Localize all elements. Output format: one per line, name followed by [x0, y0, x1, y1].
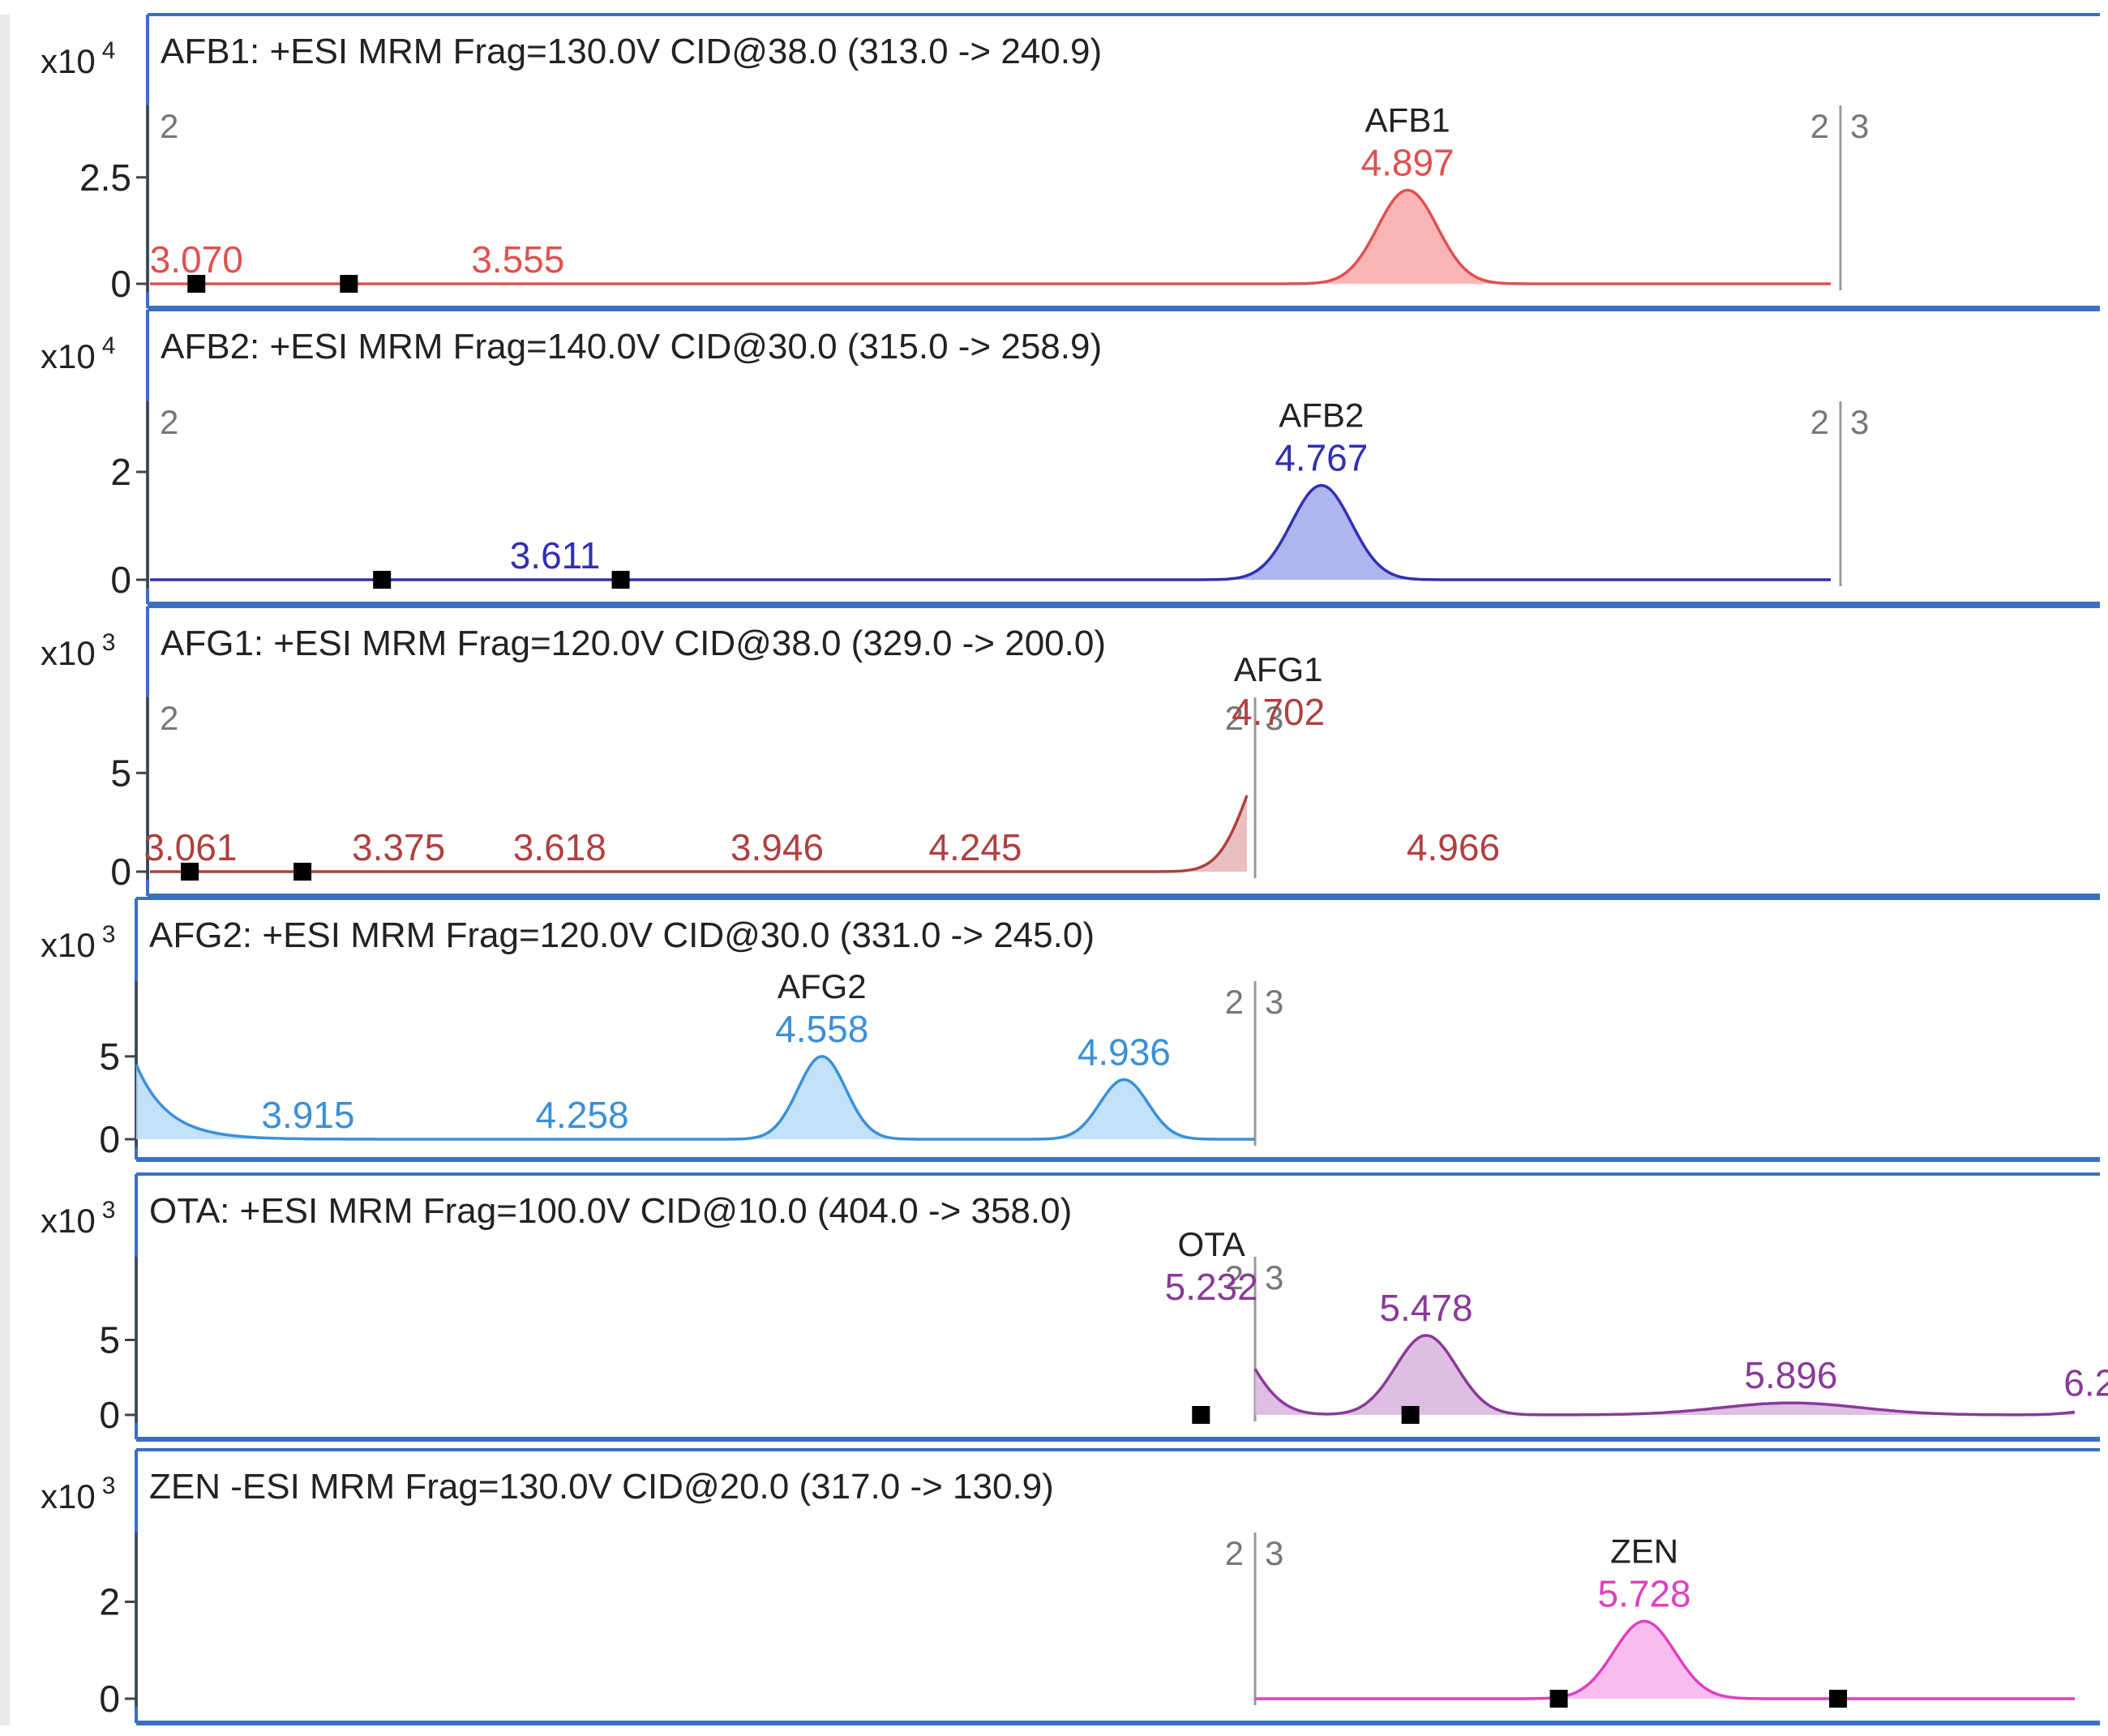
segment-label: 3	[1265, 699, 1283, 737]
integration-marker	[1401, 1406, 1420, 1424]
chromatogram-trace	[150, 795, 1249, 873]
compound-label: AFG1	[1234, 650, 1323, 688]
y-tick-label: 2	[99, 1580, 120, 1622]
chromatogram-trace	[150, 483, 1831, 581]
integration-marker	[1549, 1690, 1568, 1708]
scale-exponent-label: x10 3	[41, 1197, 115, 1240]
panel-zen: ZEN -ESI MRM Frag=130.0V CID@20.0 (317.0…	[41, 1448, 2100, 1725]
compound-label: ZEN	[1610, 1532, 1678, 1570]
integration-marker	[187, 275, 206, 293]
integration-marker	[181, 863, 199, 881]
segment-label: 3	[1265, 983, 1283, 1021]
scale-exponent-label: x10 4	[41, 37, 115, 80]
peak-rt-label: 5.232	[1165, 1266, 1258, 1308]
peak-rt-label: 5.478	[1379, 1287, 1472, 1329]
peak-rt-label: 3.555	[471, 238, 564, 281]
panel-title: AFG2: +ESI MRM Frag=120.0V CID@30.0 (331…	[149, 915, 1095, 955]
peak-rt-label: 4.966	[1407, 826, 1500, 868]
integration-marker	[293, 863, 312, 881]
panel-title: ZEN -ESI MRM Frag=130.0V CID@20.0 (317.0…	[149, 1467, 1054, 1507]
panel-title: AFB1: +ESI MRM Frag=130.0V CID@38.0 (313…	[161, 32, 1102, 71]
y-tick-label: 0	[110, 559, 131, 601]
compound-label: AFB1	[1365, 101, 1450, 139]
segment-label: 2	[1225, 1258, 1244, 1297]
peak-rt-label: 4.558	[775, 1008, 868, 1050]
y-tick-label: 2	[110, 451, 131, 493]
peak-rt-label: 3.915	[261, 1094, 354, 1136]
y-tick-label: 0	[99, 1118, 120, 1160]
chromatogram-trace	[135, 1055, 1255, 1141]
peak-rt-label: 3.946	[731, 826, 824, 868]
peak-rt-label: 4.245	[928, 826, 1022, 868]
peak-rt-label: 4.258	[535, 1094, 628, 1136]
peak-rt-label: 5.896	[1744, 1354, 1837, 1396]
segment-label: 2	[1225, 1534, 1244, 1572]
panel-afb2: AFB2: +ESI MRM Frag=140.0V CID@30.0 (315…	[41, 308, 2100, 607]
segment-label: 3	[1850, 403, 1869, 441]
chromatogram-panels: AFB1: +ESI MRM Frag=130.0V CID@38.0 (313…	[0, 13, 2108, 1725]
integration-marker	[611, 571, 630, 589]
integration-marker	[340, 275, 358, 293]
compound-label: AFG2	[778, 967, 867, 1005]
peak-fill	[1255, 1335, 2075, 1415]
integration-marker	[373, 571, 392, 589]
y-tick-label: 0	[99, 1394, 120, 1436]
panel-afg2: AFG2: +ESI MRM Frag=120.0V CID@30.0 (331…	[41, 897, 2100, 1162]
peak-rt-label: 3.375	[352, 826, 445, 868]
segment-label: 2	[1225, 699, 1244, 737]
y-tick-label: 5	[99, 1035, 120, 1078]
segment-label: 3	[1850, 107, 1869, 145]
segment-label: 2	[1810, 107, 1829, 145]
peak-rt-label: 3.061	[144, 826, 237, 868]
y-tick-label: 0	[99, 1678, 120, 1720]
segment-label: 2	[1810, 403, 1829, 441]
peak-rt-label: 3.611	[510, 534, 601, 577]
y-tick-label: 5	[110, 752, 131, 794]
y-tick-label: 5	[99, 1319, 120, 1361]
panel-title: AFB2: +ESI MRM Frag=140.0V CID@30.0 (315…	[161, 327, 1102, 366]
peak-rt-label: 6.25	[2063, 1361, 2108, 1404]
segment-label: 2	[160, 403, 178, 441]
scale-exponent-label: x10 3	[41, 921, 115, 964]
peak-fill	[150, 190, 1831, 284]
integration-marker	[1192, 1406, 1210, 1424]
peak-fill	[136, 1056, 1255, 1139]
peak-rt-label: 4.702	[1232, 691, 1325, 733]
panel-afb1: AFB1: +ESI MRM Frag=130.0V CID@38.0 (313…	[41, 13, 2100, 311]
panel-afg1: AFG1: +ESI MRM Frag=120.0V CID@38.0 (329…	[41, 605, 2100, 898]
peak-rt-label: 3.618	[513, 826, 606, 868]
y-tick-label: 2.5	[79, 156, 131, 199]
y-tick-label: 0	[110, 851, 131, 893]
segment-label: 2	[160, 107, 178, 145]
compound-label: AFB2	[1279, 396, 1364, 435]
peak-rt-label: 3.070	[150, 238, 243, 281]
panel-title: OTA: +ESI MRM Frag=100.0V CID@10.0 (404.…	[149, 1191, 1072, 1231]
peak-fill	[1255, 1621, 2075, 1699]
left-gray-strip	[0, 15, 10, 1725]
segment-label: 2	[160, 699, 178, 737]
peak-rt-label: 4.767	[1275, 437, 1368, 479]
chromatogram-trace	[150, 188, 1831, 285]
segment-label: 3	[1265, 1258, 1283, 1297]
chromatogram-trace	[1253, 1334, 2076, 1417]
scale-exponent-label: x10 3	[41, 1472, 115, 1515]
scale-exponent-label: x10 3	[41, 629, 115, 672]
integration-marker	[1829, 1690, 1848, 1708]
peak-rt-label: 4.897	[1361, 142, 1455, 184]
segment-label: 3	[1265, 1534, 1283, 1572]
scale-exponent-label: x10 4	[41, 332, 115, 375]
segment-label: 2	[1225, 983, 1244, 1021]
compound-label: OTA	[1178, 1225, 1245, 1263]
panel-title: AFG1: +ESI MRM Frag=120.0V CID@38.0 (329…	[161, 624, 1106, 663]
panel-ota: OTA: +ESI MRM Frag=100.0V CID@10.0 (404.…	[41, 1172, 2108, 1442]
peak-rt-label: 5.728	[1598, 1572, 1691, 1614]
y-tick-label: 0	[110, 263, 131, 305]
chromatogram-trace	[1255, 1619, 2075, 1700]
peak-rt-label: 4.936	[1078, 1031, 1171, 1073]
